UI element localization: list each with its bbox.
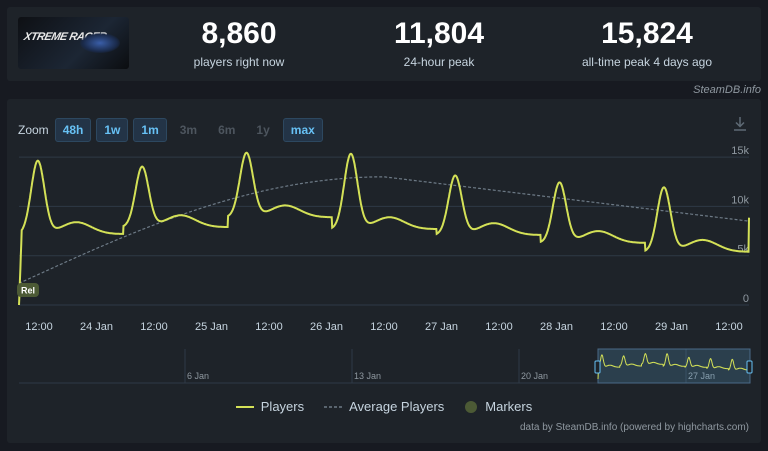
stat-24h-peak-value: 11,804 [393, 17, 485, 50]
navigator-label: 6 Jan [187, 371, 209, 381]
stats-header: XTREME RACER 8,860 players right now 11,… [7, 7, 761, 81]
zoom-label: Zoom [18, 123, 49, 137]
stat-24h-peak: 11,804 24-hour peak [339, 17, 539, 69]
zoom-6m-button: 6m [218, 123, 236, 137]
navigator-handle-left[interactable] [594, 360, 601, 374]
legend-markers-swatch [465, 400, 478, 413]
zoom-3m-button: 3m [179, 123, 198, 137]
chart-footer[interactable]: data by SteamDB.info (powered by highcha… [520, 422, 749, 433]
zoom-1w-button[interactable]: 1w [96, 118, 129, 142]
zoom-1m-button[interactable]: 1m [133, 118, 167, 142]
navigator-series [597, 353, 751, 380]
x-tick-label: 12:00 [25, 321, 53, 333]
legend-average[interactable]: Average Players [324, 399, 444, 414]
chart-legend: Players Average Players Markers [7, 399, 761, 414]
stat-24h-peak-label: 24-hour peak [403, 55, 475, 69]
car-image [80, 33, 120, 53]
y-tick-label: 5k [737, 244, 749, 256]
navigator-label: 20 Jan [521, 371, 548, 381]
chart-panel: 0 5k 10k 15k 12:00 24 Jan 12:00 25 Jan 12:00 26 J… [7, 99, 761, 443]
legend-average-swatch [324, 405, 343, 408]
stat-current-label: players right now [193, 55, 285, 69]
navigator-label: 13 Jan [354, 371, 381, 381]
legend-players-swatch [235, 405, 254, 408]
player-chart[interactable]: 0 5k 10k 15k 12:00 24 Jan 12:00 25 Jan 12:00 26 J… [7, 99, 761, 443]
x-tick-label: 12:00 [485, 321, 513, 333]
y-tick-label: 0 [743, 293, 749, 305]
zoom-max-button[interactable]: max [282, 118, 323, 142]
x-tick-label: 29 Jan [655, 321, 688, 333]
x-tick-label: 12:00 [370, 321, 398, 333]
x-tick-label: 12:00 [255, 321, 283, 333]
players-line[interactable] [18, 151, 750, 306]
stat-alltime-peak-value: 15,824 [601, 17, 693, 50]
game-thumbnail[interactable]: XTREME RACER [18, 17, 129, 69]
download-icon[interactable] [731, 115, 749, 133]
stat-alltime-peak-label: all-time peak 4 days ago [581, 55, 713, 69]
legend-players[interactable]: Players [235, 399, 305, 414]
legend-players-label: Players [260, 399, 305, 414]
x-tick-label: 24 Jan [80, 321, 113, 333]
x-tick-label: 28 Jan [540, 321, 573, 333]
x-tick-label: 27 Jan [425, 321, 458, 333]
marker-rel[interactable] [17, 283, 39, 297]
x-tick-label: 25 Jan [195, 321, 228, 333]
zoom-48h-button[interactable]: 48h [54, 118, 92, 142]
x-tick-label: 12:00 [715, 321, 743, 333]
stat-alltime-peak: 15,824 all-time peak 4 days ago [547, 17, 747, 69]
stat-current-value: 8,860 [201, 17, 277, 50]
marker-rel-label: Rel [21, 286, 35, 296]
zoom-1y-button: 1y [256, 123, 270, 137]
navigator-selection[interactable] [597, 348, 751, 384]
average-players-line[interactable] [18, 176, 749, 284]
steamdb-credit[interactable]: SteamDB.info [693, 84, 761, 96]
legend-average-label: Average Players [349, 399, 445, 414]
legend-markers[interactable]: Markers [464, 399, 532, 414]
legend-markers-label: Markers [485, 399, 533, 414]
y-tick-label: 10k [731, 194, 749, 206]
y-tick-label: 15k [731, 145, 749, 157]
navigator-label: 27 Jan [688, 371, 715, 381]
stat-current: 8,860 players right now [139, 17, 339, 69]
x-tick-label: 12:00 [140, 321, 168, 333]
x-tick-label: 26 Jan [310, 321, 343, 333]
navigator-handle-right[interactable] [746, 360, 753, 374]
zoom-bar: Zoom 48h 1w 1m 3m 6m 1y max [18, 118, 328, 142]
x-tick-label: 12:00 [600, 321, 628, 333]
